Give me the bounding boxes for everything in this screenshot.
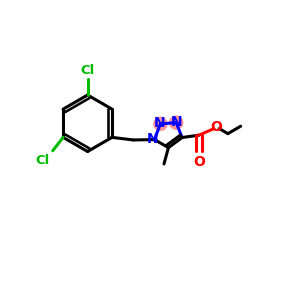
Circle shape: [169, 116, 183, 129]
Text: N: N: [154, 116, 166, 130]
Circle shape: [154, 117, 167, 130]
Text: Cl: Cl: [80, 64, 95, 76]
Text: O: O: [211, 120, 223, 134]
Text: N: N: [171, 115, 183, 129]
Text: N: N: [146, 132, 158, 146]
Text: Cl: Cl: [35, 154, 49, 167]
Text: O: O: [193, 155, 205, 169]
